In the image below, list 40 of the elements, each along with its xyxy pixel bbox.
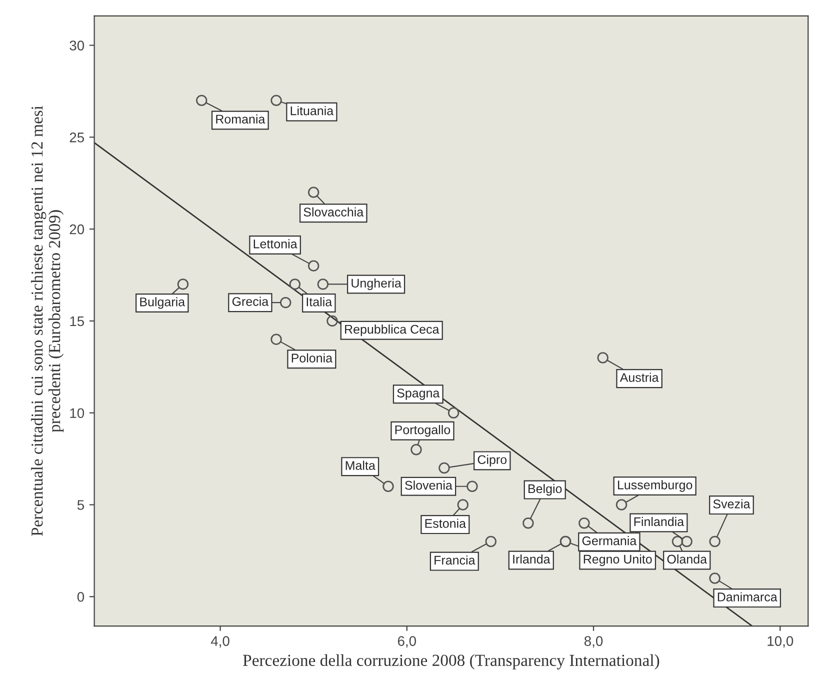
x-tick-label: 6,0: [398, 636, 416, 648]
annotation: Irlanda: [513, 554, 550, 564]
annotation: Austria: [620, 372, 659, 382]
annotation: Danimarca: [718, 592, 778, 602]
annotation: Estonia: [425, 518, 466, 528]
x-axis-title: Percezione della corruzione 2008 (Transparency International): [243, 654, 660, 670]
annotation: Lituania: [290, 106, 334, 116]
x-tick-label: 8,0: [584, 636, 603, 648]
annotation: Germania: [582, 536, 637, 546]
annotation: Ungheria: [352, 278, 402, 290]
annotation: Lettonia: [254, 239, 298, 248]
annotation: Malta: [346, 460, 376, 470]
y-tick-label: 5: [77, 500, 84, 510]
y-tick-label: 0: [77, 592, 84, 602]
annotation: Olanda: [667, 554, 708, 564]
annotation: Slovenia: [405, 480, 452, 490]
annotation: Bulgaria: [140, 297, 186, 309]
y-tick-label: 25: [70, 132, 84, 142]
annotation: Francia: [434, 555, 476, 565]
annotation: Portogallo: [395, 425, 450, 437]
y-tick-label: 15: [70, 316, 84, 326]
y-tick-label: 10: [70, 408, 84, 418]
x-tick-label: 4,0: [210, 636, 230, 648]
annotation: Svezia: [713, 499, 750, 508]
annotation: Slovacchia: [304, 207, 364, 217]
annotation: Spagna: [397, 388, 440, 400]
annotation: Lussemburgo: [618, 480, 692, 492]
y-tick-label: 20: [70, 224, 84, 234]
x-tick-label: 10,0: [768, 636, 794, 648]
annotation: Italia: [306, 297, 332, 306]
annotation: Polonia: [292, 353, 333, 362]
annotation: Regno Unito: [584, 554, 652, 566]
y-axis-title: Percentuale cittadini cui sono state richieste tangenti nei 12 mesi precedenti (Eurobarometro 2009): [30, 106, 64, 536]
y-tick-label: 30: [70, 40, 84, 50]
annotation: Repubblica Ceca: [345, 324, 440, 336]
annotation: Belgio: [528, 484, 562, 496]
annotation: Grecia: [232, 296, 269, 306]
annotation: Cipro: [478, 454, 507, 467]
annotation: Romania: [216, 114, 266, 124]
annotation: Finlandia: [634, 516, 684, 526]
